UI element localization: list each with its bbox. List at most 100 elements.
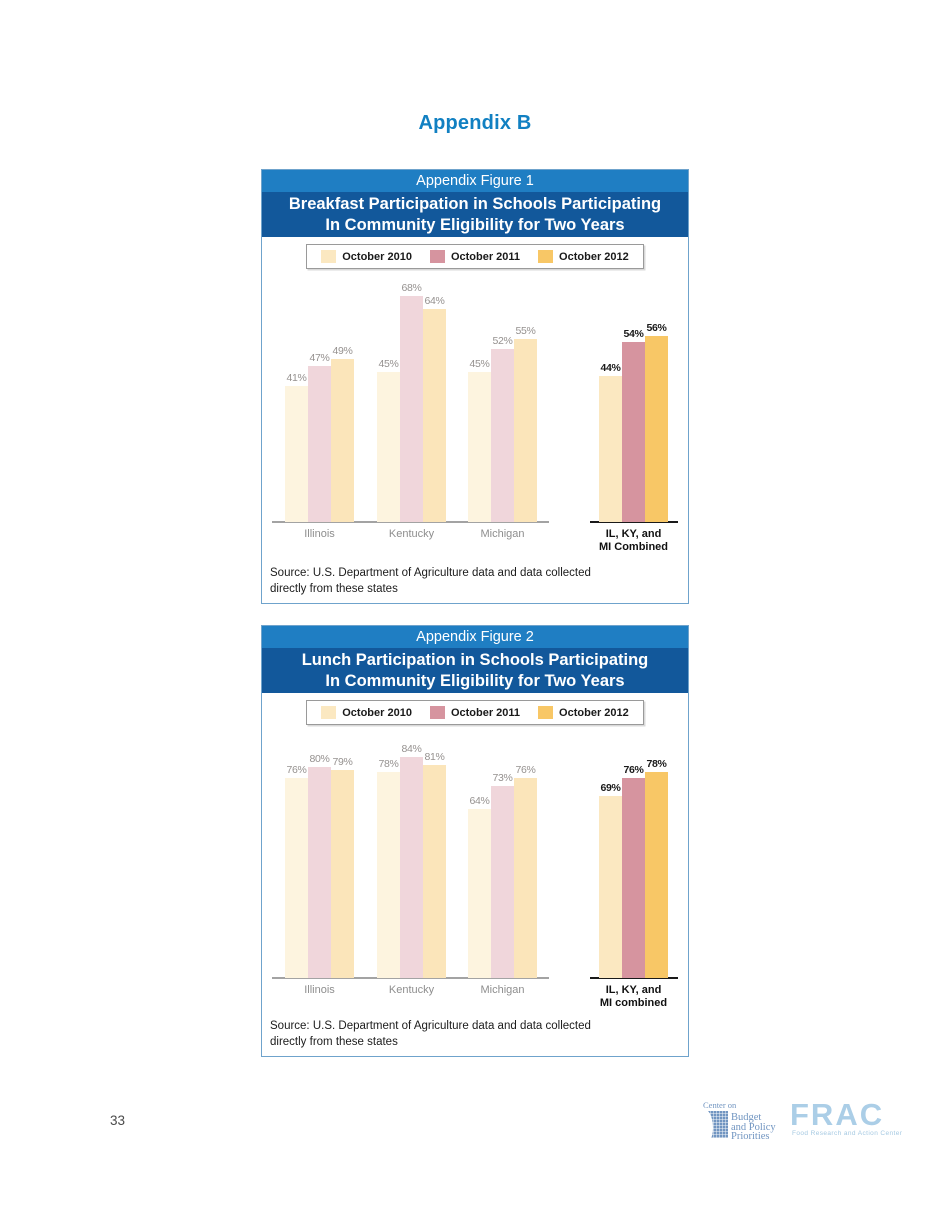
chart-legend: October 2010 October 2011 October 2012 [306, 244, 644, 269]
bar-value-label: 54% [623, 328, 644, 340]
bar-group: 45% 52% 55% Michigan [468, 325, 537, 540]
category-label: Kentucky [388, 528, 435, 540]
bar-value-label: 76% [623, 764, 644, 776]
bar [622, 342, 645, 522]
bar-with-label: 79% [331, 756, 354, 978]
cbpp-logo-line1: Budget [731, 1112, 762, 1123]
chart-legend: October 2010 October 2011 October 2012 [306, 700, 644, 725]
source-line1: Source: U.S. Department of Agriculture d… [270, 567, 591, 579]
appendix-figure-1: Appendix Figure 1 Breakfast Participatio… [261, 169, 689, 604]
bar-with-label: 41% [285, 372, 308, 522]
legend-label: October 2010 [342, 706, 412, 719]
bar-group: 76% 80% 79% Illinois [285, 753, 354, 996]
bar-value-label: 52% [492, 335, 513, 347]
bar-with-label: 45% [377, 358, 400, 522]
bar [491, 349, 514, 522]
bar-value-label: 79% [332, 756, 353, 768]
bar-value-label: 78% [378, 758, 399, 770]
figure-title: Breakfast Participation in Schools Parti… [262, 192, 688, 237]
page-number: 33 [110, 1113, 126, 1128]
frac-logo-tagline: Food Research and Action Center [792, 1130, 903, 1137]
legend-label: October 2012 [559, 250, 629, 263]
figure-title-line2: In Community Eligibility for Two Years [325, 672, 625, 690]
bar [491, 786, 514, 978]
bar-value-label: 64% [469, 795, 490, 807]
bar-group: 78% 84% 81% Kentucky [377, 743, 446, 996]
figure-label: Appendix Figure 2 [262, 626, 688, 648]
legend-swatch-icon [429, 250, 445, 263]
bar-with-label: 69% [599, 782, 622, 978]
bar-value-label: 69% [600, 782, 621, 794]
legend-item: October 2012 [538, 250, 629, 263]
figure-title-line1: Lunch Participation in Schools Participa… [301, 651, 649, 669]
frac-logo: FRAC Food Research and Action Center [790, 1097, 903, 1137]
states-axis-line [272, 521, 549, 523]
bar [377, 772, 400, 978]
bar-value-label: 78% [646, 758, 667, 770]
bar-value-label: 68% [401, 282, 422, 294]
legend-swatch-icon [429, 706, 445, 719]
bar [599, 796, 622, 978]
bar-with-label: 68% [400, 282, 423, 522]
bar-with-label: 64% [423, 295, 446, 522]
bar-with-label: 80% [308, 753, 331, 978]
bar [400, 757, 423, 978]
legend-label: October 2012 [559, 706, 629, 719]
bar-with-label: 55% [514, 325, 537, 522]
bar-with-label: 78% [377, 758, 400, 978]
bar-with-label: 52% [491, 335, 514, 522]
bar [308, 366, 331, 522]
chart-body: October 2010 October 2011 October 2012 76%… [262, 693, 688, 1056]
bar [331, 770, 354, 978]
category-label: Kentucky [388, 984, 435, 996]
category-label: Michigan [480, 528, 525, 540]
bar-value-label: 56% [646, 322, 667, 334]
category-label: IL, KY, and MI combined [599, 984, 668, 1009]
bar [400, 296, 423, 522]
bar-value-label: 49% [332, 345, 353, 357]
legend-item: October 2012 [538, 706, 629, 719]
bar-value-label: 76% [515, 764, 536, 776]
bar-with-label: 76% [514, 764, 537, 978]
bar-value-label: 55% [515, 325, 536, 337]
page-title: Appendix B [418, 112, 532, 134]
source-line1: Source: U.S. Department of Agriculture d… [270, 1020, 591, 1032]
bar-value-label: 44% [600, 362, 621, 374]
bar-with-label: 49% [331, 345, 354, 522]
cbpp-swoosh-shape [701, 1111, 713, 1138]
figure-label: Appendix Figure 1 [262, 170, 688, 192]
legend-swatch-icon [538, 706, 554, 719]
category-label: Michigan [480, 984, 525, 996]
bar [645, 336, 668, 522]
bar-with-label: 76% [285, 764, 308, 978]
bar [468, 372, 491, 522]
cbpp-logo-line2: and Policy [731, 1121, 776, 1133]
bar [514, 778, 537, 978]
bar-value-label: 81% [424, 751, 445, 763]
bar-with-label: 54% [622, 328, 645, 522]
bar [285, 778, 308, 978]
category-label: Illinois [304, 984, 335, 996]
bar-group: 44% 54% 56% IL, KY, and MI Combined [599, 322, 668, 553]
plot-area: 76% 80% 79% Illinois 78% 84% 81% Kentucky 64% 73%… [262, 725, 688, 1009]
legend-item: October 2010 [321, 706, 412, 719]
states-axis-line [272, 977, 549, 979]
appendix-figure-2: Appendix Figure 2 Lunch Participation in… [261, 625, 689, 1057]
cbpp-logo: Center on Budget and Policy Priorities [701, 1100, 781, 1142]
cbpp-logo-text: Budget and Policy Priorities [731, 1111, 776, 1142]
bar-with-label: 76% [622, 764, 645, 978]
combined-axis-line [590, 977, 678, 979]
legend-label: October 2011 [450, 706, 521, 719]
bar-value-label: 41% [286, 372, 307, 384]
frac-logo-acronym: FRAC [790, 1097, 885, 1132]
bar [308, 767, 331, 978]
bar-with-label: 45% [468, 358, 491, 522]
category-label: Illinois [304, 528, 335, 540]
chart-body: October 2010 October 2011 October 2012 41%… [262, 237, 688, 603]
bar [423, 765, 446, 978]
bar [377, 372, 400, 522]
bar-value-label: 47% [309, 352, 330, 364]
bar-with-label: 78% [645, 758, 668, 978]
bar-group: 41% 47% 49% Illinois [285, 345, 354, 540]
